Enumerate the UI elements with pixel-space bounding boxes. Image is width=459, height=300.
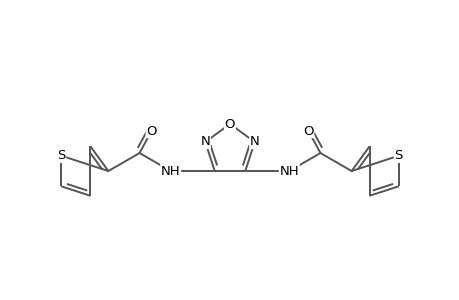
Text: S: S xyxy=(394,149,402,162)
Text: S: S xyxy=(57,149,65,162)
Text: NH: NH xyxy=(279,164,298,178)
Text: O: O xyxy=(146,124,157,137)
Text: NH: NH xyxy=(161,164,180,178)
Text: N: N xyxy=(200,136,210,148)
Text: N: N xyxy=(249,136,259,148)
Text: O: O xyxy=(224,118,235,130)
Text: O: O xyxy=(302,124,313,137)
